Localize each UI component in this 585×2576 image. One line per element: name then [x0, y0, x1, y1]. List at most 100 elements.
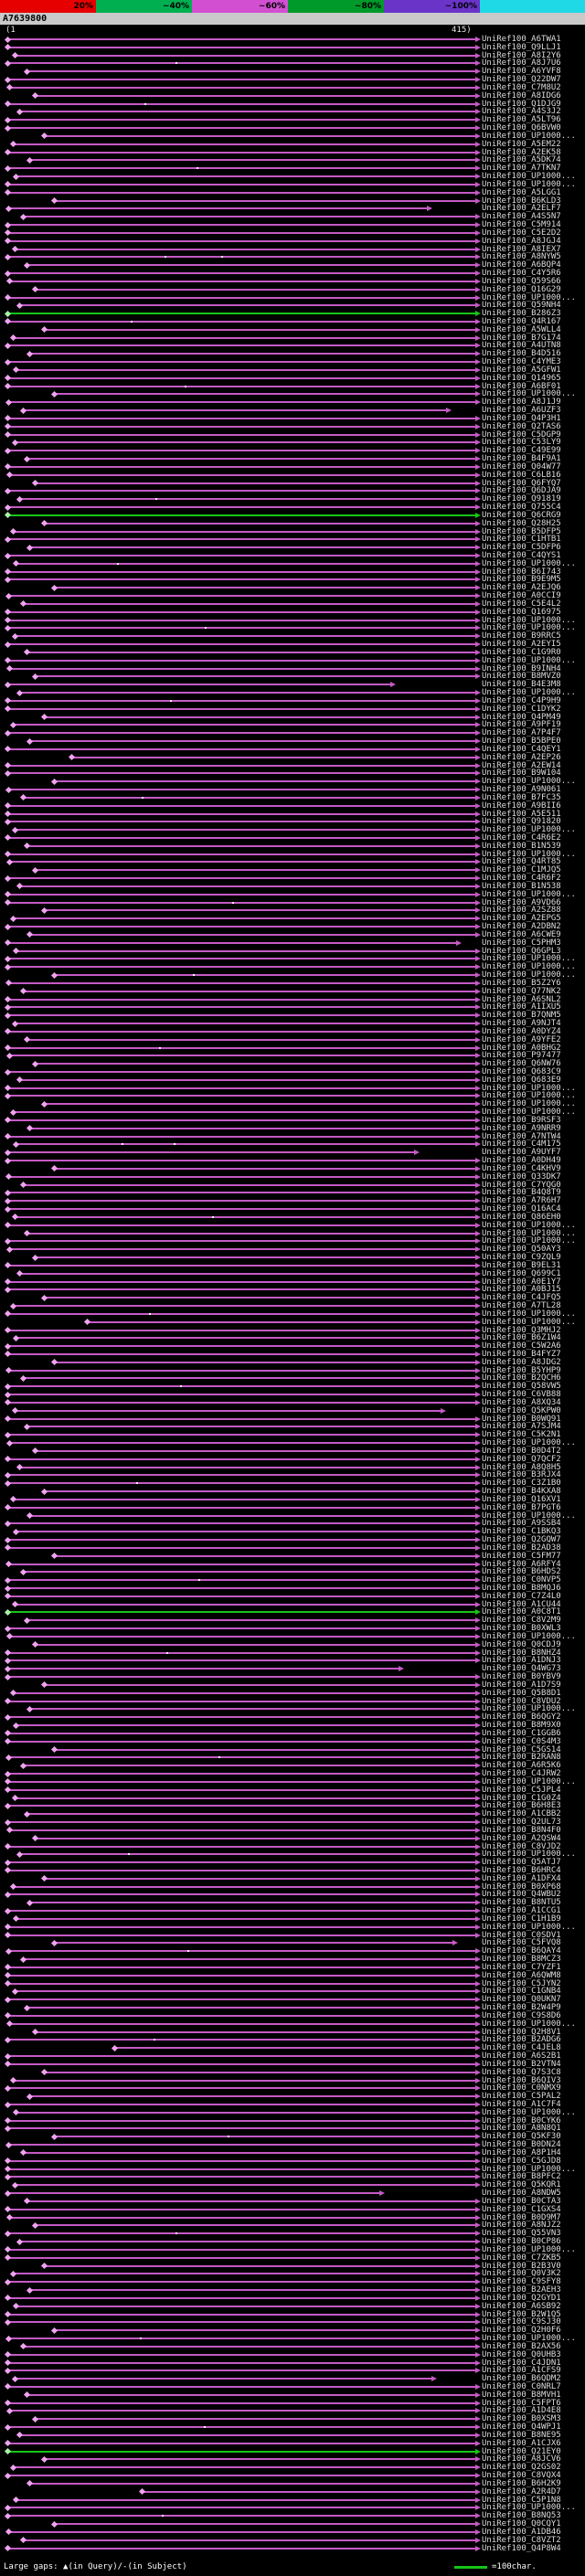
hit-row[interactable]: UniRef100_B4KXA8	[0, 1488, 585, 1496]
hit-row[interactable]: UniRef100_A7NTW4	[0, 1132, 585, 1141]
alignment-bar[interactable]	[7, 1627, 475, 1630]
hit-label[interactable]: UniRef100_Q4RT85	[482, 857, 561, 867]
alignment-bar[interactable]	[7, 893, 475, 896]
hit-row[interactable]: UniRef100_A8JCV6	[0, 2455, 585, 2464]
hit-label[interactable]: UniRef100_Q6DJA9	[482, 486, 561, 496]
hit-label[interactable]: UniRef100_A1D7S9	[482, 1680, 561, 1690]
alignment-bar[interactable]	[44, 522, 475, 525]
hit-label[interactable]: UniRef100_Q3MHJ2	[482, 1325, 561, 1335]
alignment-bar[interactable]	[7, 1208, 475, 1211]
hit-label[interactable]: UniRef100_A8I2Y6	[482, 50, 561, 60]
alignment-bar[interactable]	[16, 1143, 475, 1146]
hit-row[interactable]: UniRef100_B9RSF3	[0, 1117, 585, 1125]
alignment-bar[interactable]	[7, 167, 475, 170]
hit-row[interactable]: UniRef100_Q1DJG9	[0, 100, 585, 109]
alignment-bar[interactable]	[19, 2433, 475, 2436]
alignment-bar[interactable]	[7, 1982, 475, 1985]
alignment-bar[interactable]	[7, 2248, 475, 2251]
alignment-bar[interactable]	[16, 2305, 475, 2307]
hit-label[interactable]: UniRef100_B6HRC4	[482, 1865, 561, 1875]
alignment-bar[interactable]	[44, 134, 475, 137]
hit-label[interactable]: UniRef100_A0BHG2	[482, 1043, 561, 1053]
hit-label[interactable]: UniRef100_C4JEL8	[482, 2043, 561, 2053]
hit-label[interactable]: UniRef100_B0CTA3	[482, 2196, 561, 2206]
hit-row[interactable]: UniRef100_B2AEH3	[0, 2286, 585, 2295]
alignment-bar[interactable]	[44, 2458, 475, 2461]
alignment-bar[interactable]	[7, 2087, 475, 2090]
hit-row[interactable]: UniRef100_Q59S66	[0, 277, 585, 286]
hit-row[interactable]: UniRef100_Q4PM49	[0, 713, 585, 722]
hit-row[interactable]: UniRef100_Q2GQW7	[0, 1536, 585, 1544]
alignment-bar[interactable]	[7, 1087, 475, 1089]
hit-row[interactable]: UniRef100_B6Z1W4	[0, 1334, 585, 1342]
alignment-bar[interactable]	[7, 1611, 475, 1614]
hit-row[interactable]: UniRef100_UP1000...	[0, 293, 585, 302]
hit-label[interactable]: UniRef100_C5FPT6	[482, 2398, 561, 2408]
hit-label[interactable]: UniRef100_B5Z2Y6	[482, 978, 561, 988]
alignment-bar[interactable]	[8, 1175, 475, 1178]
hit-label[interactable]: UniRef100_A1D4E8	[482, 2406, 561, 2416]
hit-label[interactable]: UniRef100_Q9LLJ1	[482, 42, 561, 52]
hit-row[interactable]: UniRef100_C4QYS1	[0, 552, 585, 560]
alignment-bar[interactable]	[7, 2321, 475, 2324]
alignment-bar[interactable]	[7, 555, 475, 557]
hit-label[interactable]: UniRef100_B4Q8T9	[482, 1188, 561, 1198]
alignment-bar[interactable]	[8, 1756, 475, 1759]
alignment-bar[interactable]	[19, 1078, 475, 1081]
alignment-bar[interactable]	[7, 425, 475, 428]
alignment-bar[interactable]	[7, 1522, 475, 1525]
hit-label[interactable]: UniRef100_Q755C4	[482, 503, 561, 513]
alignment-bar[interactable]	[7, 901, 475, 904]
hit-row[interactable]: UniRef100_A4S5N7	[0, 213, 585, 221]
alignment-bar[interactable]	[29, 1127, 475, 1129]
hit-row[interactable]: UniRef100_A7R6H7	[0, 1197, 585, 1205]
hit-row[interactable]: UniRef100_A2EP26	[0, 753, 585, 762]
hit-row[interactable]: UniRef100_A1DB46	[0, 2528, 585, 2537]
hit-label[interactable]: UniRef100_C7M8U2	[482, 82, 561, 92]
hit-label[interactable]: UniRef100_UP1000...	[482, 1091, 576, 1101]
hit-label[interactable]: UniRef100_B8MVH1	[482, 2390, 561, 2400]
hit-row[interactable]: UniRef100_B286Z3	[0, 310, 585, 318]
alignment-bar[interactable]	[7, 1385, 475, 1388]
alignment-bar[interactable]	[7, 2062, 475, 2065]
hit-label[interactable]: UniRef100_A9PF19	[482, 720, 561, 730]
hit-row[interactable]: UniRef100_B0YBV9	[0, 1673, 585, 1681]
hit-label[interactable]: UniRef100_B4D516	[482, 349, 561, 359]
alignment-bar[interactable]	[7, 1998, 475, 2001]
alignment-bar[interactable]	[7, 1546, 475, 1549]
hit-label[interactable]: UniRef100_A0CCI9	[482, 591, 561, 601]
alignment-bar[interactable]	[7, 877, 475, 880]
hit-label[interactable]: UniRef100_Q0V3K2	[482, 2269, 561, 2279]
hit-label[interactable]: UniRef100_A7P4F7	[482, 728, 561, 738]
hit-label[interactable]: UniRef100_Q4R167	[482, 316, 561, 326]
hit-label[interactable]: UniRef100_A6TWA1	[482, 35, 561, 44]
hit-label[interactable]: UniRef100_Q5KPW0	[482, 1405, 561, 1415]
alignment-bar[interactable]	[7, 2014, 475, 2017]
alignment-bar[interactable]	[23, 2151, 475, 2154]
hit-label[interactable]: UniRef100_UP1000...	[482, 389, 576, 399]
hit-row[interactable]: UniRef100_C1HTB1	[0, 535, 585, 544]
hit-row[interactable]: UniRef100_A6QWM8	[0, 1971, 585, 1980]
alignment-bar[interactable]	[54, 2136, 475, 2138]
alignment-bar[interactable]	[27, 70, 475, 73]
hit-row[interactable]: UniRef100_A5EM22	[0, 140, 585, 149]
alignment-bar[interactable]	[27, 2393, 475, 2396]
hit-label[interactable]: UniRef100_Q0CQY1	[482, 2519, 561, 2529]
hit-row[interactable]: UniRef100_A1CJX6	[0, 2439, 585, 2448]
hit-row[interactable]: UniRef100_C1BKQ3	[0, 1528, 585, 1536]
alignment-bar[interactable]	[7, 272, 475, 275]
hit-label[interactable]: UniRef100_B2ADG6	[482, 2035, 561, 2045]
hit-label[interactable]: UniRef100_C7ZKB5	[482, 2253, 561, 2263]
alignment-bar[interactable]	[23, 990, 475, 992]
alignment-bar[interactable]	[8, 789, 475, 791]
hit-row[interactable]: UniRef100_UP1000...	[0, 1092, 585, 1100]
alignment-bar[interactable]	[15, 1409, 441, 1412]
hit-row[interactable]: UniRef100_Q4WBU2	[0, 1891, 585, 1899]
alignment-bar[interactable]	[54, 974, 475, 977]
alignment-bar[interactable]	[71, 756, 475, 758]
alignment-bar[interactable]	[27, 2200, 475, 2202]
alignment-bar[interactable]	[35, 288, 475, 291]
hit-row[interactable]: UniRef100_C5M914	[0, 221, 585, 229]
hit-row[interactable]: UniRef100_B0DN24	[0, 2141, 585, 2149]
hit-label[interactable]: UniRef100_B1N539	[482, 841, 561, 851]
